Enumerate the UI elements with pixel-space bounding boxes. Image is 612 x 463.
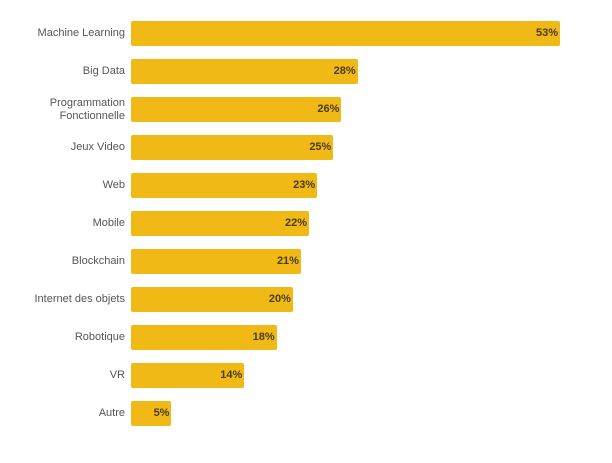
- bar: [131, 287, 293, 312]
- bar: [131, 135, 334, 160]
- category-label: Mobile: [92, 217, 125, 229]
- value-label: 23%: [293, 179, 316, 191]
- value-label: 25%: [309, 141, 332, 153]
- category-label: Big Data: [82, 65, 125, 77]
- bar: [131, 59, 358, 84]
- bar: [131, 249, 301, 274]
- bar: [131, 363, 245, 388]
- value-label: 22%: [285, 217, 308, 229]
- category-label: Blockchain: [71, 255, 125, 267]
- bar: [131, 21, 560, 46]
- bar: [131, 401, 172, 426]
- value-label: 28%: [333, 65, 356, 77]
- category-label: VR: [109, 369, 125, 381]
- value-label: 21%: [276, 255, 299, 267]
- value-label: 53%: [535, 27, 558, 39]
- value-label: 26%: [317, 103, 340, 115]
- category-label: Autre: [98, 407, 125, 419]
- bar: [131, 211, 310, 236]
- category-label: Robotique: [74, 331, 125, 343]
- value-label: 18%: [252, 331, 275, 343]
- category-label: Machine Learning: [37, 27, 125, 39]
- category-label: Internet des objets: [34, 293, 125, 305]
- category-label: Programmation Fonctionnelle: [49, 96, 125, 122]
- bar: [131, 325, 277, 350]
- category-label: Jeux Video: [70, 141, 125, 153]
- bar: [131, 173, 318, 198]
- category-label: Web: [102, 179, 125, 191]
- value-label: 14%: [220, 369, 243, 381]
- bar: [131, 97, 342, 122]
- value-label: 5%: [153, 407, 170, 419]
- value-label: 20%: [268, 293, 291, 305]
